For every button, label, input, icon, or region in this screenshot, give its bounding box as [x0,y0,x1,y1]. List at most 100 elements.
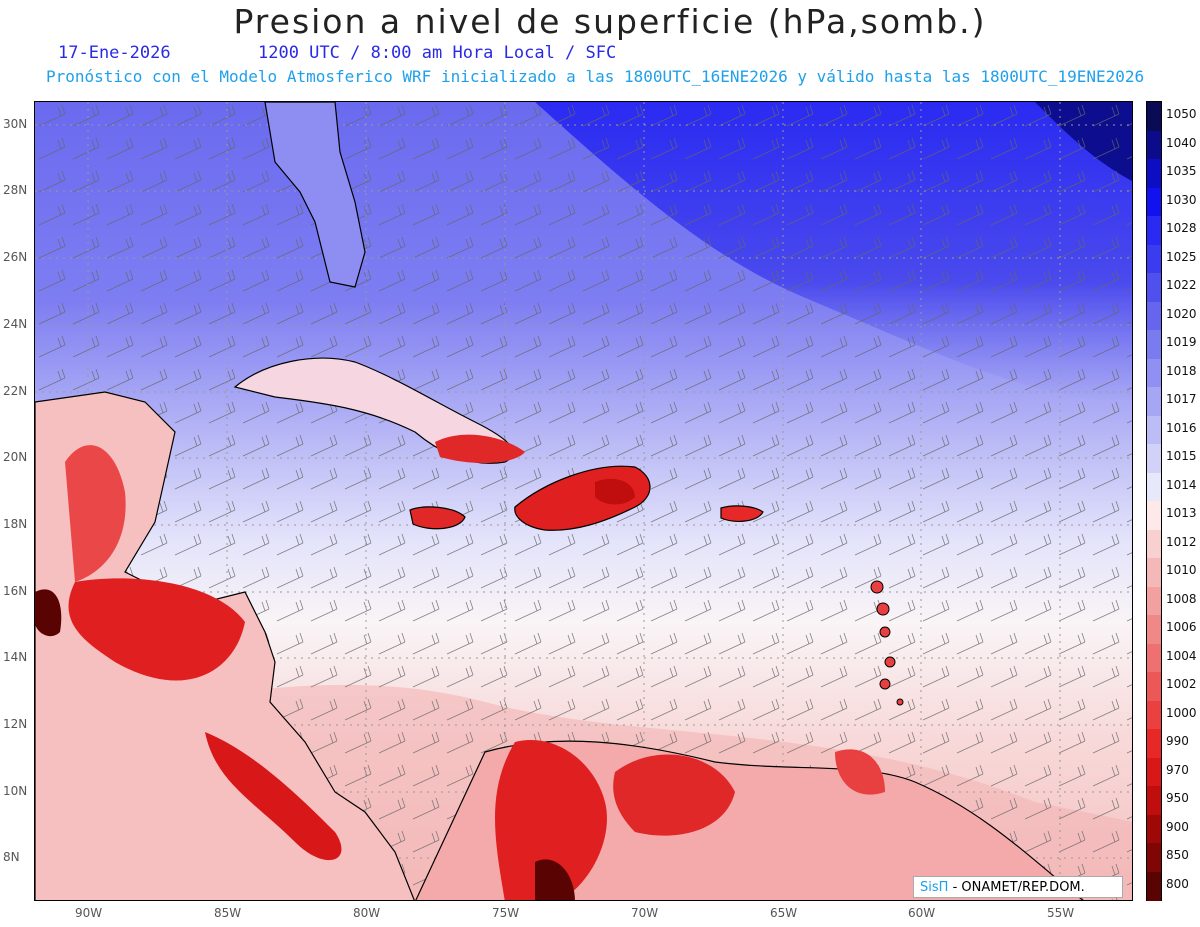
colorbar-swatch [1147,729,1161,758]
colorbar-swatch [1147,159,1161,188]
colorbar-label: 950 [1166,791,1189,806]
lon-label-70w: 70W [631,906,659,920]
colorbar-swatch [1147,843,1161,872]
cuba-east-low [435,434,525,464]
colorbar-label: 1035 [1166,164,1197,179]
lon-label-65w: 65W [770,906,798,920]
colorbar-label: 1020 [1166,306,1197,321]
honduras-low [68,578,245,681]
lon-label-90w: 90W [75,906,103,920]
colorbar-swatch [1147,529,1161,559]
andes-core [535,859,575,900]
venezuela-low [495,740,607,900]
colorbar-label: 1006 [1166,620,1197,635]
colorbar-swatch [1147,187,1161,217]
colorbar-label: 850 [1166,848,1189,863]
colorbar-swatch [1147,387,1161,416]
map-canvas [35,102,1132,900]
venezuela-low-east [613,754,735,836]
credit-brand: SisΠ [920,880,949,895]
valid-time: 1200 UTC / 8:00 am Hora Local / SFC [258,43,617,63]
colorbar-label: 1030 [1166,192,1197,207]
colorbar-swatch [1147,415,1161,445]
colorbar-label: 1022 [1166,278,1197,293]
colorbar-label: 990 [1166,734,1189,749]
hispaniola-core [595,478,635,505]
lat-label-18n: 18N [3,517,28,531]
yucatan-low [65,445,126,582]
lat-label-22n: 22N [3,384,28,398]
colorbar [1146,101,1162,901]
lat-label-30n: 30N [3,117,28,131]
colorbar-label: 1025 [1166,249,1197,264]
colorbar-swatch [1147,301,1161,331]
colorbar-swatch [1147,216,1161,245]
lat-label-20n: 20N [3,450,28,464]
colorbar-label: 1002 [1166,677,1197,692]
lat-label-24n: 24N [3,317,28,331]
colorbar-swatch [1147,871,1161,901]
trinidad-low [835,749,885,795]
colorbar-swatch [1147,786,1161,815]
colorbar-swatch [1147,558,1161,587]
colorbar-label: 1012 [1166,534,1197,549]
colorbar-swatch [1147,358,1161,388]
lat-label-26n: 26N [3,250,28,264]
forecast-date: 17-Ene-2026 [58,43,171,63]
colorbar-label: 1040 [1166,135,1197,150]
colorbar-swatch [1147,643,1161,673]
lat-label-8n: 8N [3,850,20,864]
lon-label-80w: 80W [353,906,381,920]
colorbar-label: 1028 [1166,221,1197,236]
lon-label-75w: 75W [492,906,520,920]
colorbar-swatch [1147,501,1161,530]
colorbar-swatch [1147,444,1161,473]
credit-box: SisΠ - ONAMET/REP.DOM. [913,876,1123,898]
colorbar-label: 970 [1166,762,1189,777]
jamaica [409,506,466,530]
costa-rica-low [205,732,342,861]
colorbar-label: 1004 [1166,648,1197,663]
lesser-antilles [870,580,904,706]
lat-label-28n: 28N [3,183,28,197]
colorbar-swatch [1147,244,1161,274]
lat-label-12n: 12N [3,717,28,731]
colorbar-swatch [1147,615,1161,644]
colorbar-label: 1017 [1166,392,1197,407]
colorbar-label: 900 [1166,819,1189,834]
credit-text: - ONAMET/REP.DOM. [952,880,1085,895]
colorbar-label: 1019 [1166,335,1197,350]
colorbar-swatch [1147,130,1161,160]
colorbar-label: 1050 [1166,107,1197,122]
colorbar-label: 1000 [1166,705,1197,720]
colorbar-label: 1015 [1166,449,1197,464]
pressure-map [34,101,1133,901]
colorbar-label: 1016 [1166,420,1197,435]
colorbar-label: 1018 [1166,363,1197,378]
lon-label-55w: 55W [1047,906,1075,920]
colorbar-label: 1008 [1166,591,1197,606]
lat-label-16n: 16N [3,584,28,598]
colorbar-label: 1013 [1166,506,1197,521]
colorbar-label: 1010 [1166,563,1197,578]
colorbar-label: 1014 [1166,477,1197,492]
colorbar-swatch [1147,330,1161,359]
guatemala-core [35,589,62,637]
model-info: Pronóstico con el Modelo Atmosferico WRF… [46,67,1145,86]
lat-label-10n: 10N [3,784,28,798]
lat-label-14n: 14N [3,650,28,664]
colorbar-swatch [1147,757,1161,787]
colorbar-swatch [1147,814,1161,844]
map-title: Presion a nivel de superficie (hPa,somb.… [233,2,987,41]
lon-label-85w: 85W [214,906,242,920]
colorbar-swatch [1147,102,1161,131]
florida [264,102,366,288]
lon-label-60w: 60W [908,906,936,920]
land-low-pressure [35,102,1084,900]
colorbar-swatch [1147,273,1161,302]
colorbar-label: 800 [1166,876,1189,891]
colorbar-swatch [1147,472,1161,502]
colorbar-swatch [1147,672,1161,701]
colorbar-swatch [1147,586,1161,616]
colorbar-swatch [1147,700,1161,730]
